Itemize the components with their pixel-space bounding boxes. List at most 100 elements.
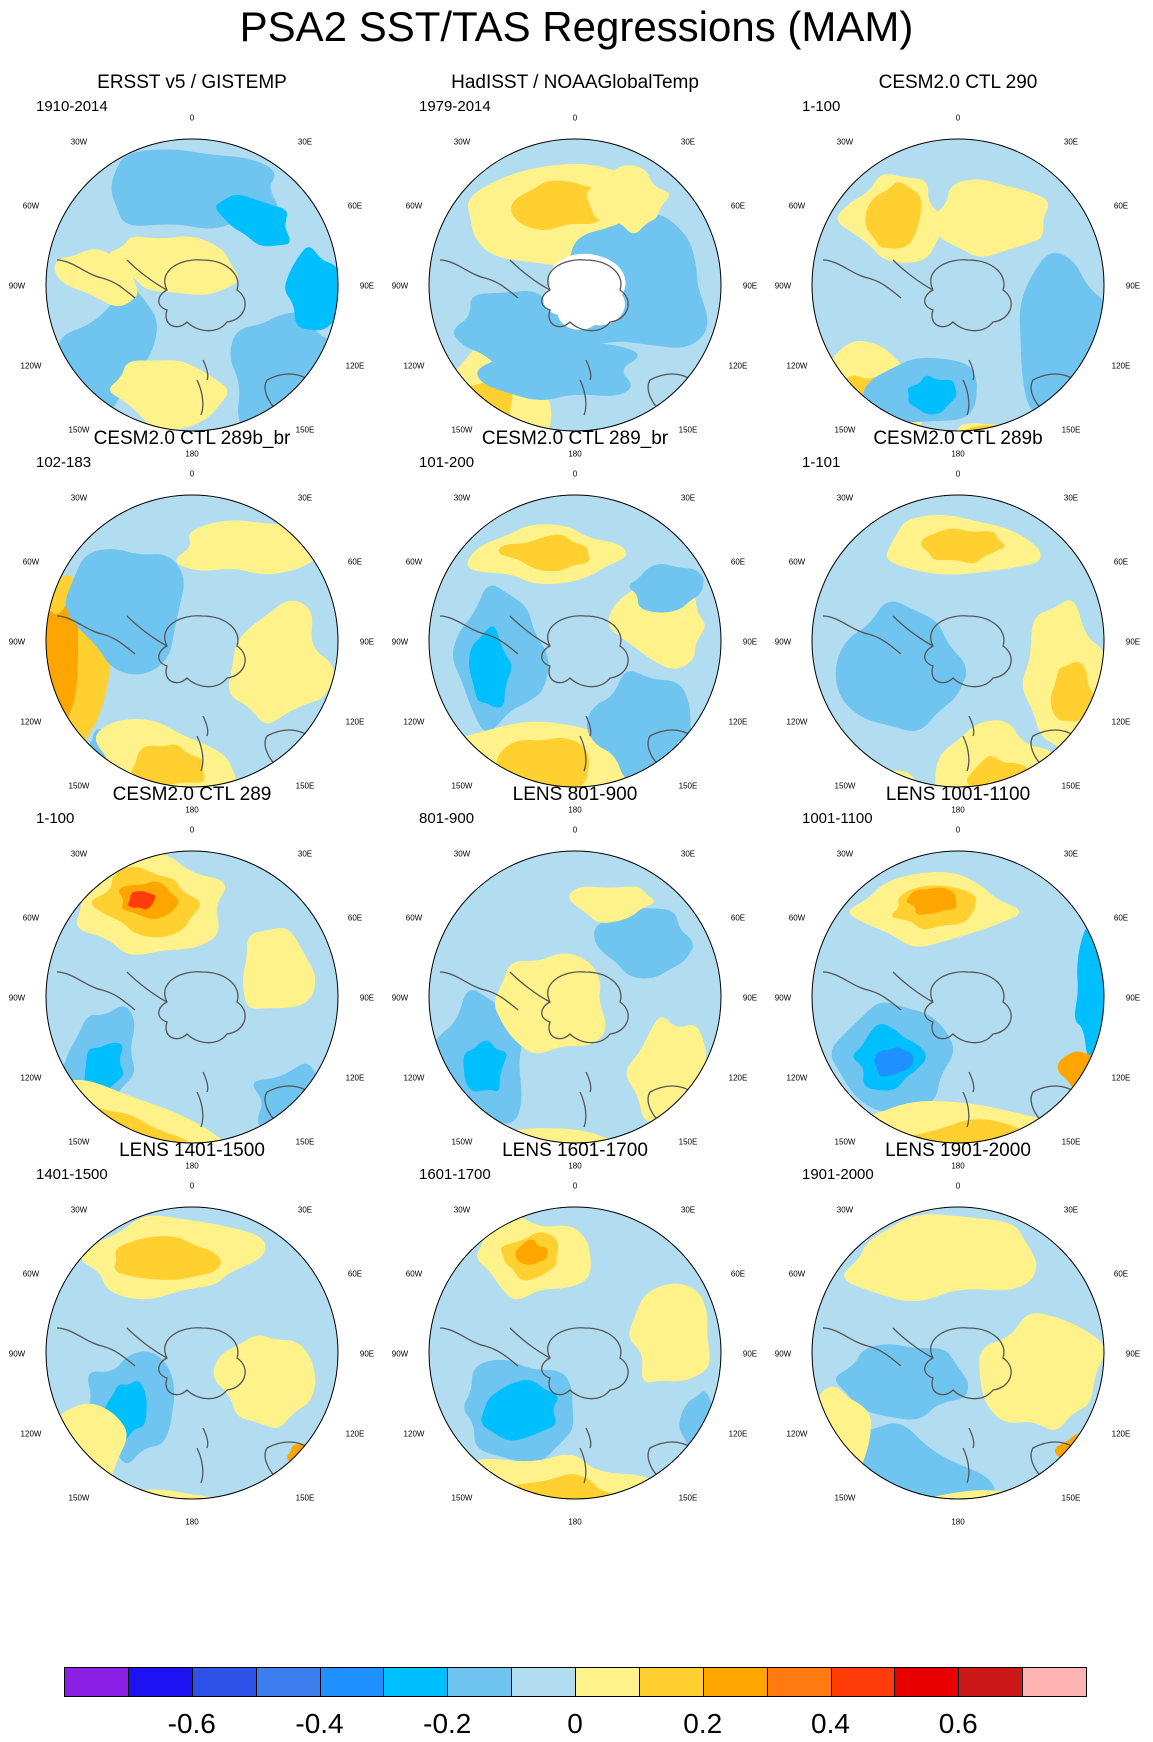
anomaly-contour <box>677 1454 721 1481</box>
longitude-label: 120E <box>1111 361 1131 371</box>
longitude-label: 120E <box>728 717 748 727</box>
longitude-label: 120E <box>728 1429 748 1439</box>
anomaly-contour <box>65 549 184 675</box>
anomaly-contour <box>1050 662 1096 722</box>
coastline <box>202 1427 209 1449</box>
colorbar-swatch <box>638 1667 704 1697</box>
longitude-label: 180 <box>185 805 199 815</box>
longitude-label: 150W <box>68 781 90 791</box>
longitude-label: 30E <box>680 1205 696 1215</box>
longitude-label: 180 <box>951 1161 965 1171</box>
polar-map: 0 180 30W 60W 90W 120W 150W 30E 60E 90E 120E 150E <box>392 822 757 1172</box>
map-border <box>428 1206 722 1500</box>
coastline <box>56 971 136 1011</box>
longitude-label: 90W <box>774 1349 792 1359</box>
polar-map: 0 180 30W 60W 90W 120W 150W 30E 60E 90E 120E 150E <box>392 110 757 460</box>
panel-period: 1001-1100 <box>802 810 873 827</box>
coastline <box>126 971 168 1003</box>
longitude-label: 180 <box>568 805 582 815</box>
map-border <box>428 138 722 432</box>
longitude-label: 120E <box>345 717 365 727</box>
longitude-label: 30W <box>836 493 854 503</box>
longitude-label: 150E <box>1061 425 1081 435</box>
colorbar-tick-label: -0.6 <box>167 1708 216 1739</box>
anomaly-contour <box>569 886 658 923</box>
panel-title: LENS 1901-2000 <box>885 1140 1031 1161</box>
coastline <box>126 1327 168 1359</box>
longitude-label: 90E <box>359 993 375 1003</box>
anomaly-contour <box>469 626 514 708</box>
longitude-label: 30W <box>453 493 471 503</box>
coastline <box>585 1071 592 1093</box>
coastline <box>892 259 934 291</box>
longitude-label: 90W <box>774 281 792 291</box>
colorbar-swatch <box>511 1667 576 1697</box>
anomaly-contour <box>872 1119 1030 1143</box>
longitude-label: 60W <box>788 201 806 211</box>
map-border <box>428 850 722 1144</box>
colorbar-tick-label: -0.4 <box>295 1708 344 1739</box>
longitude-label: 150E <box>1061 1493 1081 1503</box>
longitude-label: 180 <box>568 449 582 459</box>
longitude-label: 60W <box>405 201 423 211</box>
longitude-label: 150E <box>295 781 315 791</box>
longitude-label: 0 <box>572 825 578 835</box>
anomaly-contour <box>494 953 606 1054</box>
panel-period: 1-100 <box>802 98 841 115</box>
coastline <box>968 359 975 381</box>
longitude-label: 60E <box>730 201 746 211</box>
coastline <box>541 971 629 1044</box>
longitude-label: 120W <box>20 717 42 727</box>
anomaly-contour <box>629 563 704 613</box>
colorbar-tick-label: 0.6 <box>938 1708 978 1739</box>
longitude-label: 30E <box>297 1205 313 1215</box>
longitude-label: 30E <box>680 849 696 859</box>
longitude-label: 90E <box>359 281 375 291</box>
longitude-label: 0 <box>572 1181 578 1191</box>
longitude-label: 60W <box>22 557 40 567</box>
longitude-label: 90W <box>8 281 26 291</box>
panel-period: 1901-2000 <box>802 1166 874 1183</box>
longitude-label: 120E <box>728 1073 748 1083</box>
anomaly-contour <box>979 1313 1104 1430</box>
longitude-label: 60E <box>347 913 363 923</box>
longitude-label: 60W <box>405 1269 423 1279</box>
coastline <box>924 971 1012 1044</box>
longitude-label: 120W <box>20 1429 42 1439</box>
panel-title: ERSST v5 / GISTEMP <box>97 72 287 93</box>
longitude-label: 180 <box>951 1517 965 1527</box>
map-border <box>428 494 722 788</box>
polar-map: 0 180 30W 60W 90W 120W 150W 30E 60E 90E 120E 150E <box>392 1178 757 1528</box>
longitude-label: 150E <box>1061 1137 1081 1147</box>
longitude-label: 120E <box>728 361 748 371</box>
polar-map: 0 180 30W 60W 90W 120W 150W 30E 60E 90E 120E 150E <box>9 110 374 460</box>
map-panel: LENS 801-900 801-900 0 180 30W 60W 90W 120W 150W… <box>383 780 767 1172</box>
colorbar-swatch <box>64 1667 129 1697</box>
map-panel: CESM2.0 CTL 289b 1-101 0 180 30W 60W 90W 120W 15… <box>766 424 1150 815</box>
colorbar <box>64 1667 1087 1697</box>
colorbar-swatch <box>255 1667 321 1697</box>
longitude-label: 60W <box>405 557 423 567</box>
anomaly-contour <box>498 534 591 572</box>
polar-map: 0 180 30W 60W 90W 120W 150W 30E 60E 90E 120E 150E <box>9 822 374 1172</box>
longitude-label: 30W <box>70 1205 88 1215</box>
longitude-label: 90W <box>391 281 409 291</box>
coastline <box>541 615 629 688</box>
map-border <box>45 850 339 1144</box>
coastline <box>439 971 519 1011</box>
longitude-label: 150E <box>678 425 698 435</box>
map-panel: LENS 1901-2000 1901-2000 0 180 30W 60W 90W 120W… <box>766 1136 1150 1527</box>
longitude-label: 30W <box>836 849 854 859</box>
longitude-label: 90W <box>391 993 409 1003</box>
coastline <box>962 1091 970 1128</box>
anomaly-contour <box>906 887 958 915</box>
polar-map: 0 180 30W 60W 90W 120W 150W 30E 60E 90E 120E 150E <box>392 466 757 816</box>
coastline <box>158 1327 246 1400</box>
anomaly-contour <box>463 1040 507 1092</box>
longitude-label: 0 <box>189 469 195 479</box>
longitude-label: 90W <box>8 993 26 1003</box>
longitude-label: 90E <box>742 993 758 1003</box>
colorbar-swatch <box>447 1667 513 1697</box>
longitude-label: 150W <box>834 781 856 791</box>
coastline <box>196 1447 204 1484</box>
